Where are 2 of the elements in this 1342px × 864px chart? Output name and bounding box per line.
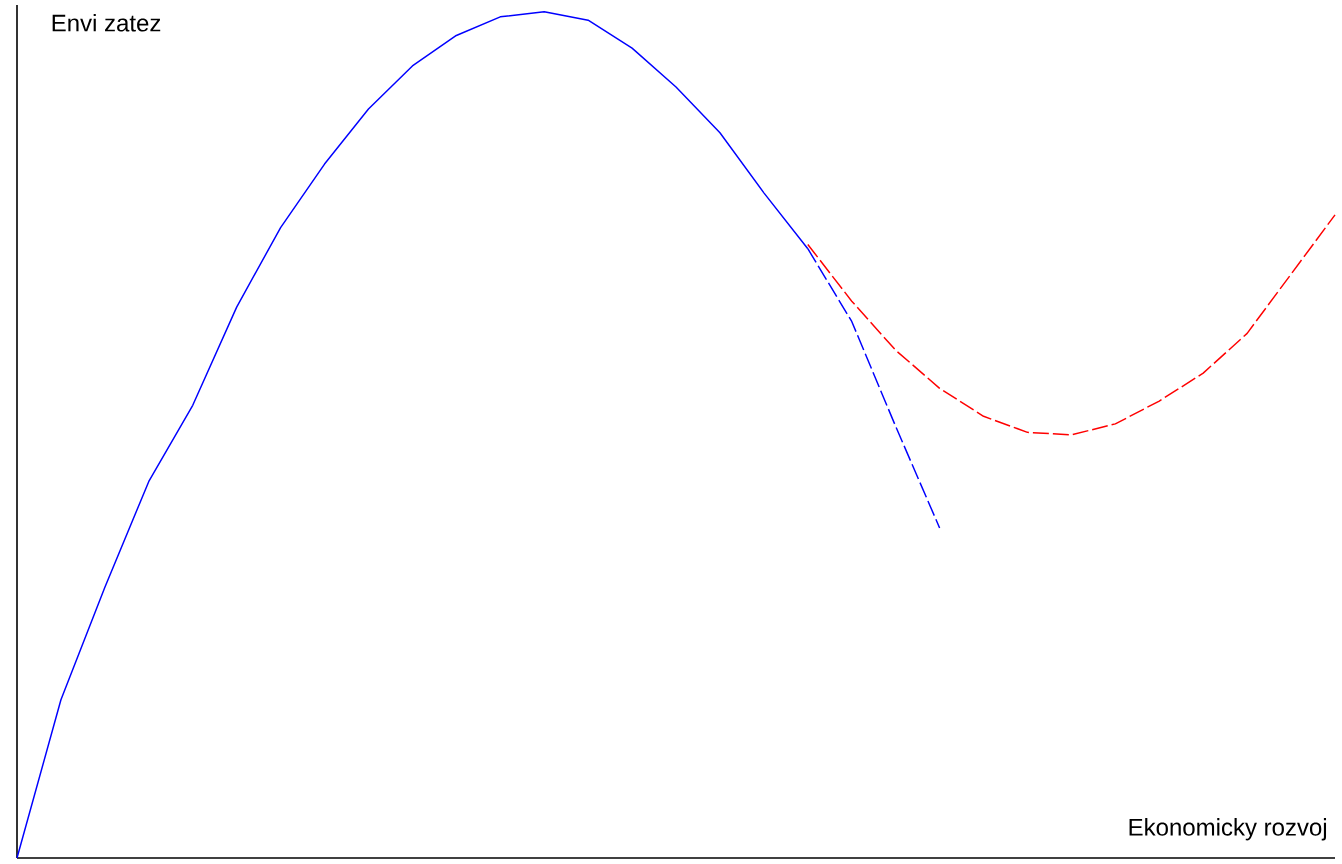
x-axis-title: Ekonomicky rozvoj <box>1129 818 1327 841</box>
y-axis-title: Envi zatez <box>52 13 161 32</box>
